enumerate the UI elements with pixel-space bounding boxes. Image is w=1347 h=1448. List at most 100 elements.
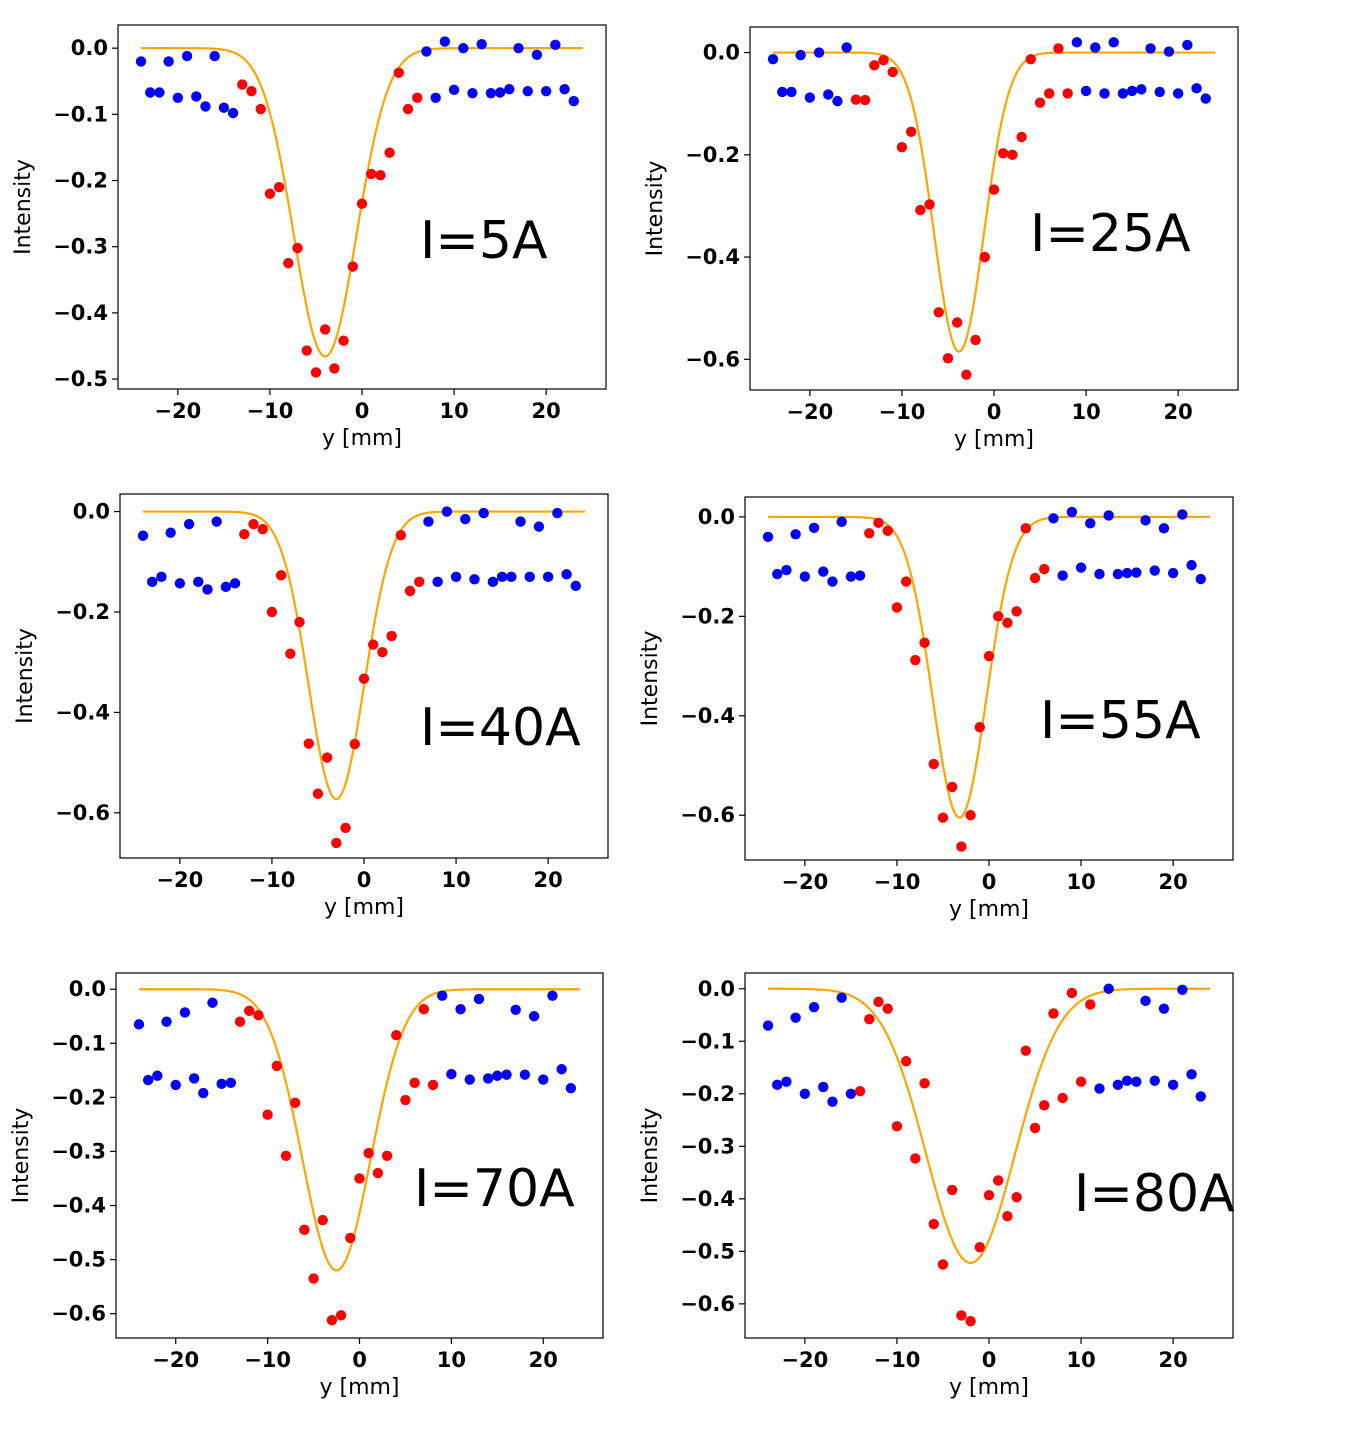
data-point <box>458 42 469 54</box>
data-point <box>777 86 788 98</box>
data-point <box>229 578 241 589</box>
data-point <box>832 95 843 107</box>
data-point <box>266 606 278 618</box>
data-point <box>1002 1210 1013 1222</box>
data-point <box>271 1060 282 1072</box>
data-point <box>1182 39 1193 51</box>
x-tick-label: −20 <box>786 400 833 424</box>
inside-series <box>854 987 1096 1327</box>
data-point <box>393 67 405 78</box>
data-point <box>280 1150 292 1161</box>
data-point <box>891 602 903 613</box>
fit-curve <box>143 510 585 801</box>
data-point <box>501 1069 512 1080</box>
data-point <box>448 84 460 96</box>
x-axis-label: y [mm] <box>954 427 1034 452</box>
data-point <box>446 1068 457 1080</box>
data-point <box>275 570 287 581</box>
data-point <box>531 49 543 60</box>
data-point <box>506 571 517 583</box>
data-point <box>460 513 471 525</box>
outside-series-0 <box>767 42 852 107</box>
data-point <box>1011 1192 1022 1203</box>
data-point <box>910 654 921 666</box>
data-point <box>1053 43 1064 54</box>
y-tick-label: 0.0 <box>703 41 740 65</box>
x-tick-label: 10 <box>439 399 468 423</box>
x-tick-label: 10 <box>1071 400 1100 424</box>
x-tick-label: −20 <box>781 1348 828 1372</box>
data-point <box>412 92 423 104</box>
data-point <box>559 84 570 95</box>
data-point <box>202 584 213 595</box>
x-tick-label: 20 <box>1159 870 1188 894</box>
data-point <box>478 507 489 519</box>
data-point <box>878 55 889 66</box>
data-point <box>172 92 184 104</box>
data-point <box>285 648 296 659</box>
data-point <box>183 518 195 530</box>
data-point <box>308 1273 319 1284</box>
data-point <box>869 60 880 71</box>
data-point <box>464 1074 475 1085</box>
data-point <box>485 87 497 99</box>
y-tick-label: −0.2 <box>680 1082 735 1106</box>
data-point <box>237 79 248 90</box>
data-point <box>799 1088 811 1099</box>
x-tick-label: 20 <box>529 1348 558 1372</box>
data-point <box>283 258 294 269</box>
data-point <box>1126 85 1138 97</box>
data-point <box>859 94 871 106</box>
data-point <box>262 1109 273 1120</box>
data-point <box>170 1079 181 1091</box>
data-point <box>540 85 552 97</box>
data-point <box>970 334 981 346</box>
y-tick-label: −0.5 <box>53 367 108 391</box>
data-point <box>1048 513 1059 524</box>
data-point <box>1154 86 1165 98</box>
data-point <box>439 36 451 47</box>
data-point <box>552 507 563 519</box>
data-point <box>1195 1091 1206 1102</box>
data-point <box>1080 85 1092 97</box>
y-axis-label: Intensity <box>9 1108 34 1204</box>
data-point <box>152 1070 163 1081</box>
data-point <box>340 822 351 834</box>
data-point <box>979 251 990 263</box>
data-point <box>864 528 875 539</box>
data-point <box>937 1259 949 1270</box>
data-point <box>1044 88 1055 99</box>
data-point <box>568 95 579 107</box>
data-point <box>998 148 1009 159</box>
data-point <box>381 1150 393 1161</box>
data-point <box>1011 606 1022 617</box>
data-point <box>421 46 432 57</box>
data-point <box>450 571 462 583</box>
data-point <box>227 107 239 119</box>
y-tick-label: −0.4 <box>53 301 108 325</box>
data-point <box>1140 515 1151 526</box>
y-tick-label: −0.2 <box>51 1085 106 1109</box>
data-point <box>423 516 434 527</box>
data-point <box>900 1056 912 1067</box>
data-point <box>209 50 220 62</box>
data-point <box>1167 567 1179 579</box>
data-point <box>781 1076 792 1087</box>
plot-area <box>762 983 1210 1327</box>
data-point <box>377 646 388 658</box>
plot-area <box>133 988 581 1326</box>
current-annotation: I=55A <box>1040 691 1201 751</box>
data-point <box>386 630 397 642</box>
data-point <box>882 525 893 537</box>
y-axis-label: Intensity <box>643 161 668 257</box>
panel-2: −20 −10 0 10 20 0.0 −0.2 −0.4 −0.6 y [mm] Intensit… <box>643 26 1239 452</box>
data-point <box>919 1078 930 1089</box>
y-tick-label: −0.3 <box>680 1134 735 1158</box>
data-point <box>366 168 377 180</box>
data-point <box>363 1147 374 1159</box>
x-tick-label: 10 <box>1066 1348 1095 1372</box>
y-tick-label: −0.1 <box>680 1029 735 1053</box>
data-point <box>349 738 360 750</box>
x-tick-label: 20 <box>532 399 561 423</box>
data-point <box>827 576 838 587</box>
